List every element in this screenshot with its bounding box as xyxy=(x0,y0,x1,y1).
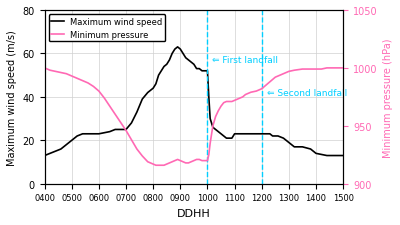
Maximum wind speed xyxy=(164,64,169,66)
Maximum wind speed xyxy=(175,46,180,49)
Maximum wind speed xyxy=(42,155,47,157)
Minimum pressure xyxy=(167,162,172,164)
Y-axis label: Maximum wind speed (m/s): Maximum wind speed (m/s) xyxy=(7,30,17,165)
Minimum pressure xyxy=(170,161,174,163)
Minimum pressure xyxy=(42,67,47,70)
Minimum pressure xyxy=(183,162,188,164)
Maximum wind speed xyxy=(183,57,188,60)
Maximum wind speed xyxy=(124,128,128,131)
Legend: Maximum wind speed, Minimum pressure: Maximum wind speed, Minimum pressure xyxy=(49,15,165,42)
Minimum pressure xyxy=(189,161,194,163)
Maximum wind speed xyxy=(167,59,172,62)
Y-axis label: Minimum pressure (hPa): Minimum pressure (hPa) xyxy=(383,38,393,157)
Maximum wind speed xyxy=(210,126,215,129)
Maximum wind speed xyxy=(341,155,346,157)
Minimum pressure xyxy=(154,164,158,167)
Minimum pressure xyxy=(124,130,128,132)
Minimum pressure xyxy=(341,67,346,70)
Maximum wind speed xyxy=(189,61,194,64)
Line: Maximum wind speed: Maximum wind speed xyxy=(44,48,343,156)
Text: ⇐ Second landfall: ⇐ Second landfall xyxy=(267,89,347,98)
X-axis label: DDHH: DDHH xyxy=(177,208,211,218)
Minimum pressure xyxy=(210,125,215,128)
Line: Minimum pressure: Minimum pressure xyxy=(44,69,343,166)
Text: ⇐ First landfall: ⇐ First landfall xyxy=(212,56,278,65)
